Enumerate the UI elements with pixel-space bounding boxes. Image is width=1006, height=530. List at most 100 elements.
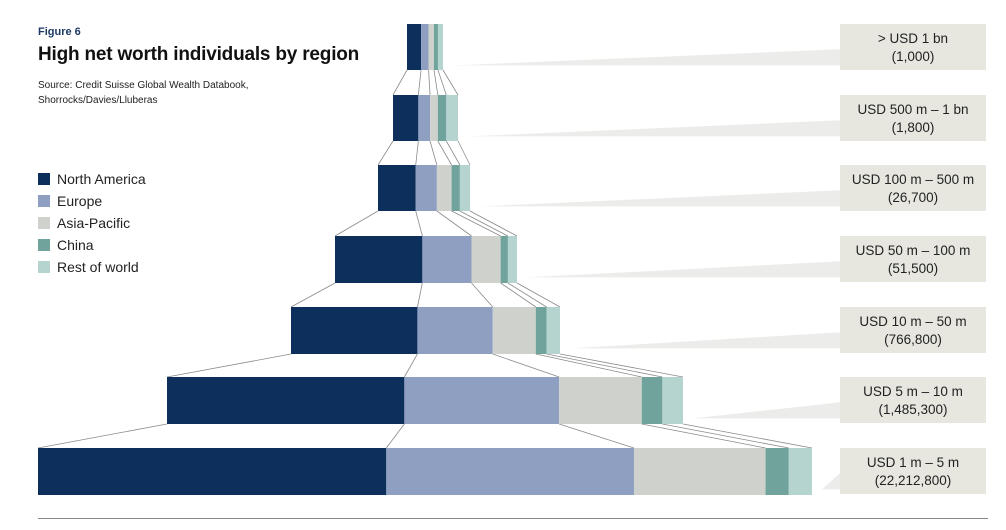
connector-line bbox=[417, 282, 423, 308]
tier-label-box: USD 50 m – 100 m (51,500) bbox=[840, 236, 986, 282]
bar-segment-europe bbox=[415, 165, 437, 211]
leader-fan bbox=[468, 120, 840, 137]
connector-line bbox=[559, 353, 684, 378]
bar-segment-asia-pacific bbox=[633, 448, 766, 495]
legend-item-rest-of-world: Rest of world bbox=[38, 256, 146, 278]
connector-line bbox=[290, 282, 336, 308]
tier-label-background bbox=[840, 95, 986, 141]
tier-range-label: USD 1 m – 5 m bbox=[867, 455, 959, 470]
connector-line bbox=[417, 69, 422, 96]
tier-count-label: (1,485,300) bbox=[878, 402, 947, 417]
connector-line bbox=[437, 140, 452, 166]
bar-segment-asia-pacific bbox=[559, 377, 642, 424]
bar-segment-rest-of-world bbox=[788, 448, 812, 495]
tier-label-box: USD 500 m – 1 bn (1,800) bbox=[840, 95, 986, 141]
tier-count-label: (26,700) bbox=[888, 190, 938, 205]
connector-line bbox=[500, 282, 537, 308]
bar-segment-asia-pacific bbox=[492, 307, 536, 354]
tier-label-box: USD 100 m – 500 m (26,700) bbox=[840, 165, 986, 211]
bar-segment-europe bbox=[422, 236, 472, 283]
tier-label-background bbox=[840, 448, 986, 494]
bar-segment-rest-of-world bbox=[437, 24, 443, 70]
tier-bar-3 bbox=[378, 165, 470, 211]
connector-line bbox=[641, 423, 766, 449]
bar-segment-china bbox=[437, 95, 447, 141]
tier-count-label: (1,800) bbox=[892, 120, 935, 135]
source-note: Source: Credit Suisse Global Wealth Data… bbox=[38, 80, 249, 106]
tier-count-label: (766,800) bbox=[884, 332, 942, 347]
leader-fan bbox=[527, 261, 840, 278]
bar-segment-rest-of-world bbox=[662, 377, 683, 424]
tier-range-label: USD 500 m – 1 bn bbox=[857, 102, 968, 117]
connector-line bbox=[428, 69, 431, 96]
legend-item-north-america: North America bbox=[38, 168, 146, 190]
connector-line bbox=[535, 353, 642, 378]
connector-line bbox=[471, 282, 494, 308]
connector-line bbox=[377, 140, 394, 166]
tier-range-label: > USD 1 bn bbox=[878, 31, 948, 46]
bar-segment-asia-pacific bbox=[428, 24, 434, 70]
tier-count-label: (51,500) bbox=[888, 261, 938, 276]
figure-label: Figure 6 bbox=[38, 26, 81, 38]
tier-label-background bbox=[840, 165, 986, 211]
bar-segment-north-america bbox=[335, 236, 423, 283]
bar-segment-north-america bbox=[407, 24, 422, 70]
connector-line bbox=[385, 423, 405, 449]
connector-line bbox=[166, 353, 292, 378]
connector-line bbox=[334, 210, 379, 237]
legend-item-europe: Europe bbox=[38, 190, 146, 212]
bar-segment-rest-of-world bbox=[459, 165, 470, 211]
connector-line bbox=[433, 69, 439, 96]
tier-bar-6 bbox=[167, 377, 683, 424]
connector-line bbox=[507, 282, 547, 308]
connector-line bbox=[451, 210, 501, 237]
bar-segment-north-america bbox=[393, 95, 419, 141]
connector-line bbox=[429, 140, 438, 166]
connector-line bbox=[392, 69, 408, 96]
leader-fan bbox=[570, 332, 840, 349]
legend-swatch-rest-of-world bbox=[38, 261, 50, 273]
tier-count-label: (22,212,800) bbox=[875, 473, 952, 488]
tier-label-background bbox=[840, 236, 986, 282]
bar-segment-rest-of-world bbox=[546, 307, 560, 354]
leader-fan bbox=[453, 49, 840, 66]
tier-range-label: USD 50 m – 100 m bbox=[856, 243, 971, 258]
legend-item-asia-pacific: Asia-Pacific bbox=[38, 212, 146, 234]
bar-segment-china bbox=[451, 165, 460, 211]
tier-label-background bbox=[840, 24, 986, 70]
bar-segment-north-america bbox=[291, 307, 418, 354]
tier-range-label: USD 5 m – 10 m bbox=[863, 384, 963, 399]
bar-segment-rest-of-world bbox=[507, 236, 517, 283]
connector-line bbox=[436, 210, 472, 237]
bar-segment-europe bbox=[421, 24, 429, 70]
tier-label-background bbox=[840, 377, 986, 423]
bar-segment-china bbox=[434, 24, 438, 70]
bar-segment-asia-pacific bbox=[471, 236, 501, 283]
legend-label-rest-of-world: Rest of world bbox=[57, 259, 139, 275]
connector-line bbox=[37, 423, 168, 449]
legend-label-asia-pacific: Asia-Pacific bbox=[57, 215, 131, 231]
bar-segment-china bbox=[500, 236, 508, 283]
connector-line bbox=[546, 353, 663, 378]
legend-label-north-america: North America bbox=[57, 171, 146, 187]
chart-title: High net worth individuals by region bbox=[38, 44, 360, 65]
connector-line bbox=[459, 210, 509, 237]
bottom-rule bbox=[38, 518, 988, 519]
connector-line bbox=[559, 423, 635, 449]
connector-line bbox=[415, 210, 423, 237]
legend-swatch-europe bbox=[38, 195, 50, 207]
tier-label-box: USD 10 m – 50 m (766,800) bbox=[840, 307, 986, 353]
tier-bar-7 bbox=[38, 448, 812, 495]
connector-line bbox=[492, 353, 560, 378]
leader-fan bbox=[822, 473, 840, 490]
bar-segment-china bbox=[535, 307, 547, 354]
tier-bar-2 bbox=[393, 95, 458, 141]
tier-range-label: USD 100 m – 500 m bbox=[852, 172, 974, 187]
connector-line bbox=[437, 69, 447, 96]
bar-segment-north-america bbox=[378, 165, 416, 211]
connector-line bbox=[445, 140, 461, 166]
tier-count-label: (1,000) bbox=[892, 49, 935, 64]
tier-label-box: USD 5 m – 10 m (1,485,300) bbox=[840, 377, 986, 423]
bar-segment-north-america bbox=[38, 448, 387, 495]
